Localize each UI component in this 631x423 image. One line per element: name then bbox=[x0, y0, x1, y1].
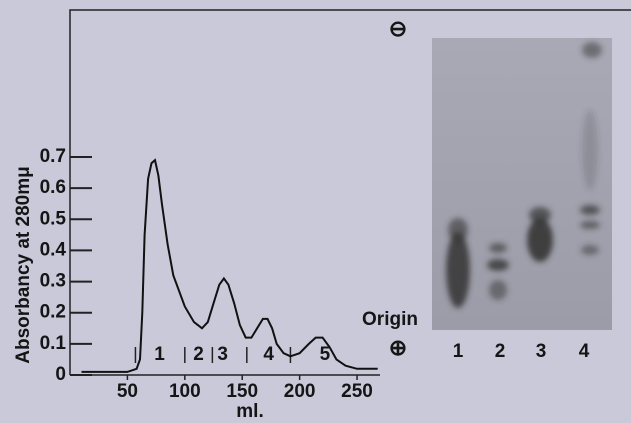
fraction-label: 4 bbox=[263, 344, 274, 365]
x-tick-label: 250 bbox=[341, 381, 373, 402]
y-tick-label: 0.4 bbox=[40, 239, 67, 260]
y-axis-label: Absorbancy at 280mμ bbox=[13, 166, 34, 363]
anode-symbol: ⊕ bbox=[389, 335, 407, 360]
x-tick-label: 200 bbox=[284, 381, 316, 402]
fraction-label: 5 bbox=[320, 344, 331, 365]
lane-label: 3 bbox=[536, 341, 547, 362]
cathode-symbol: ⊖ bbox=[389, 16, 407, 41]
lane-label: 4 bbox=[579, 341, 590, 362]
y-tick-label: 0.3 bbox=[40, 271, 66, 292]
y-tick-label: 0.2 bbox=[40, 302, 66, 323]
fraction-label: 1 bbox=[154, 344, 165, 365]
x-tick-label: 50 bbox=[117, 381, 138, 402]
fraction-label: 3 bbox=[217, 344, 228, 365]
x-axis-label: ml. bbox=[236, 401, 263, 422]
y-tick-label: 0 bbox=[55, 364, 66, 385]
x-tick-label: 150 bbox=[226, 381, 258, 402]
x-tick-label: 100 bbox=[169, 381, 201, 402]
elution-curve bbox=[81, 158, 378, 373]
frame bbox=[69, 9, 631, 157]
y-tick-label: 0.1 bbox=[40, 333, 67, 354]
lane-label: 2 bbox=[495, 341, 506, 362]
origin-label: Origin bbox=[362, 309, 418, 330]
gel-image bbox=[432, 38, 612, 330]
y-tick-label: 0.5 bbox=[40, 208, 67, 229]
fraction-label: 2 bbox=[193, 344, 204, 365]
y-tick-label: 0.6 bbox=[40, 177, 66, 198]
lane-label: 1 bbox=[453, 341, 464, 362]
y-tick-label: 0.7 bbox=[40, 146, 66, 167]
